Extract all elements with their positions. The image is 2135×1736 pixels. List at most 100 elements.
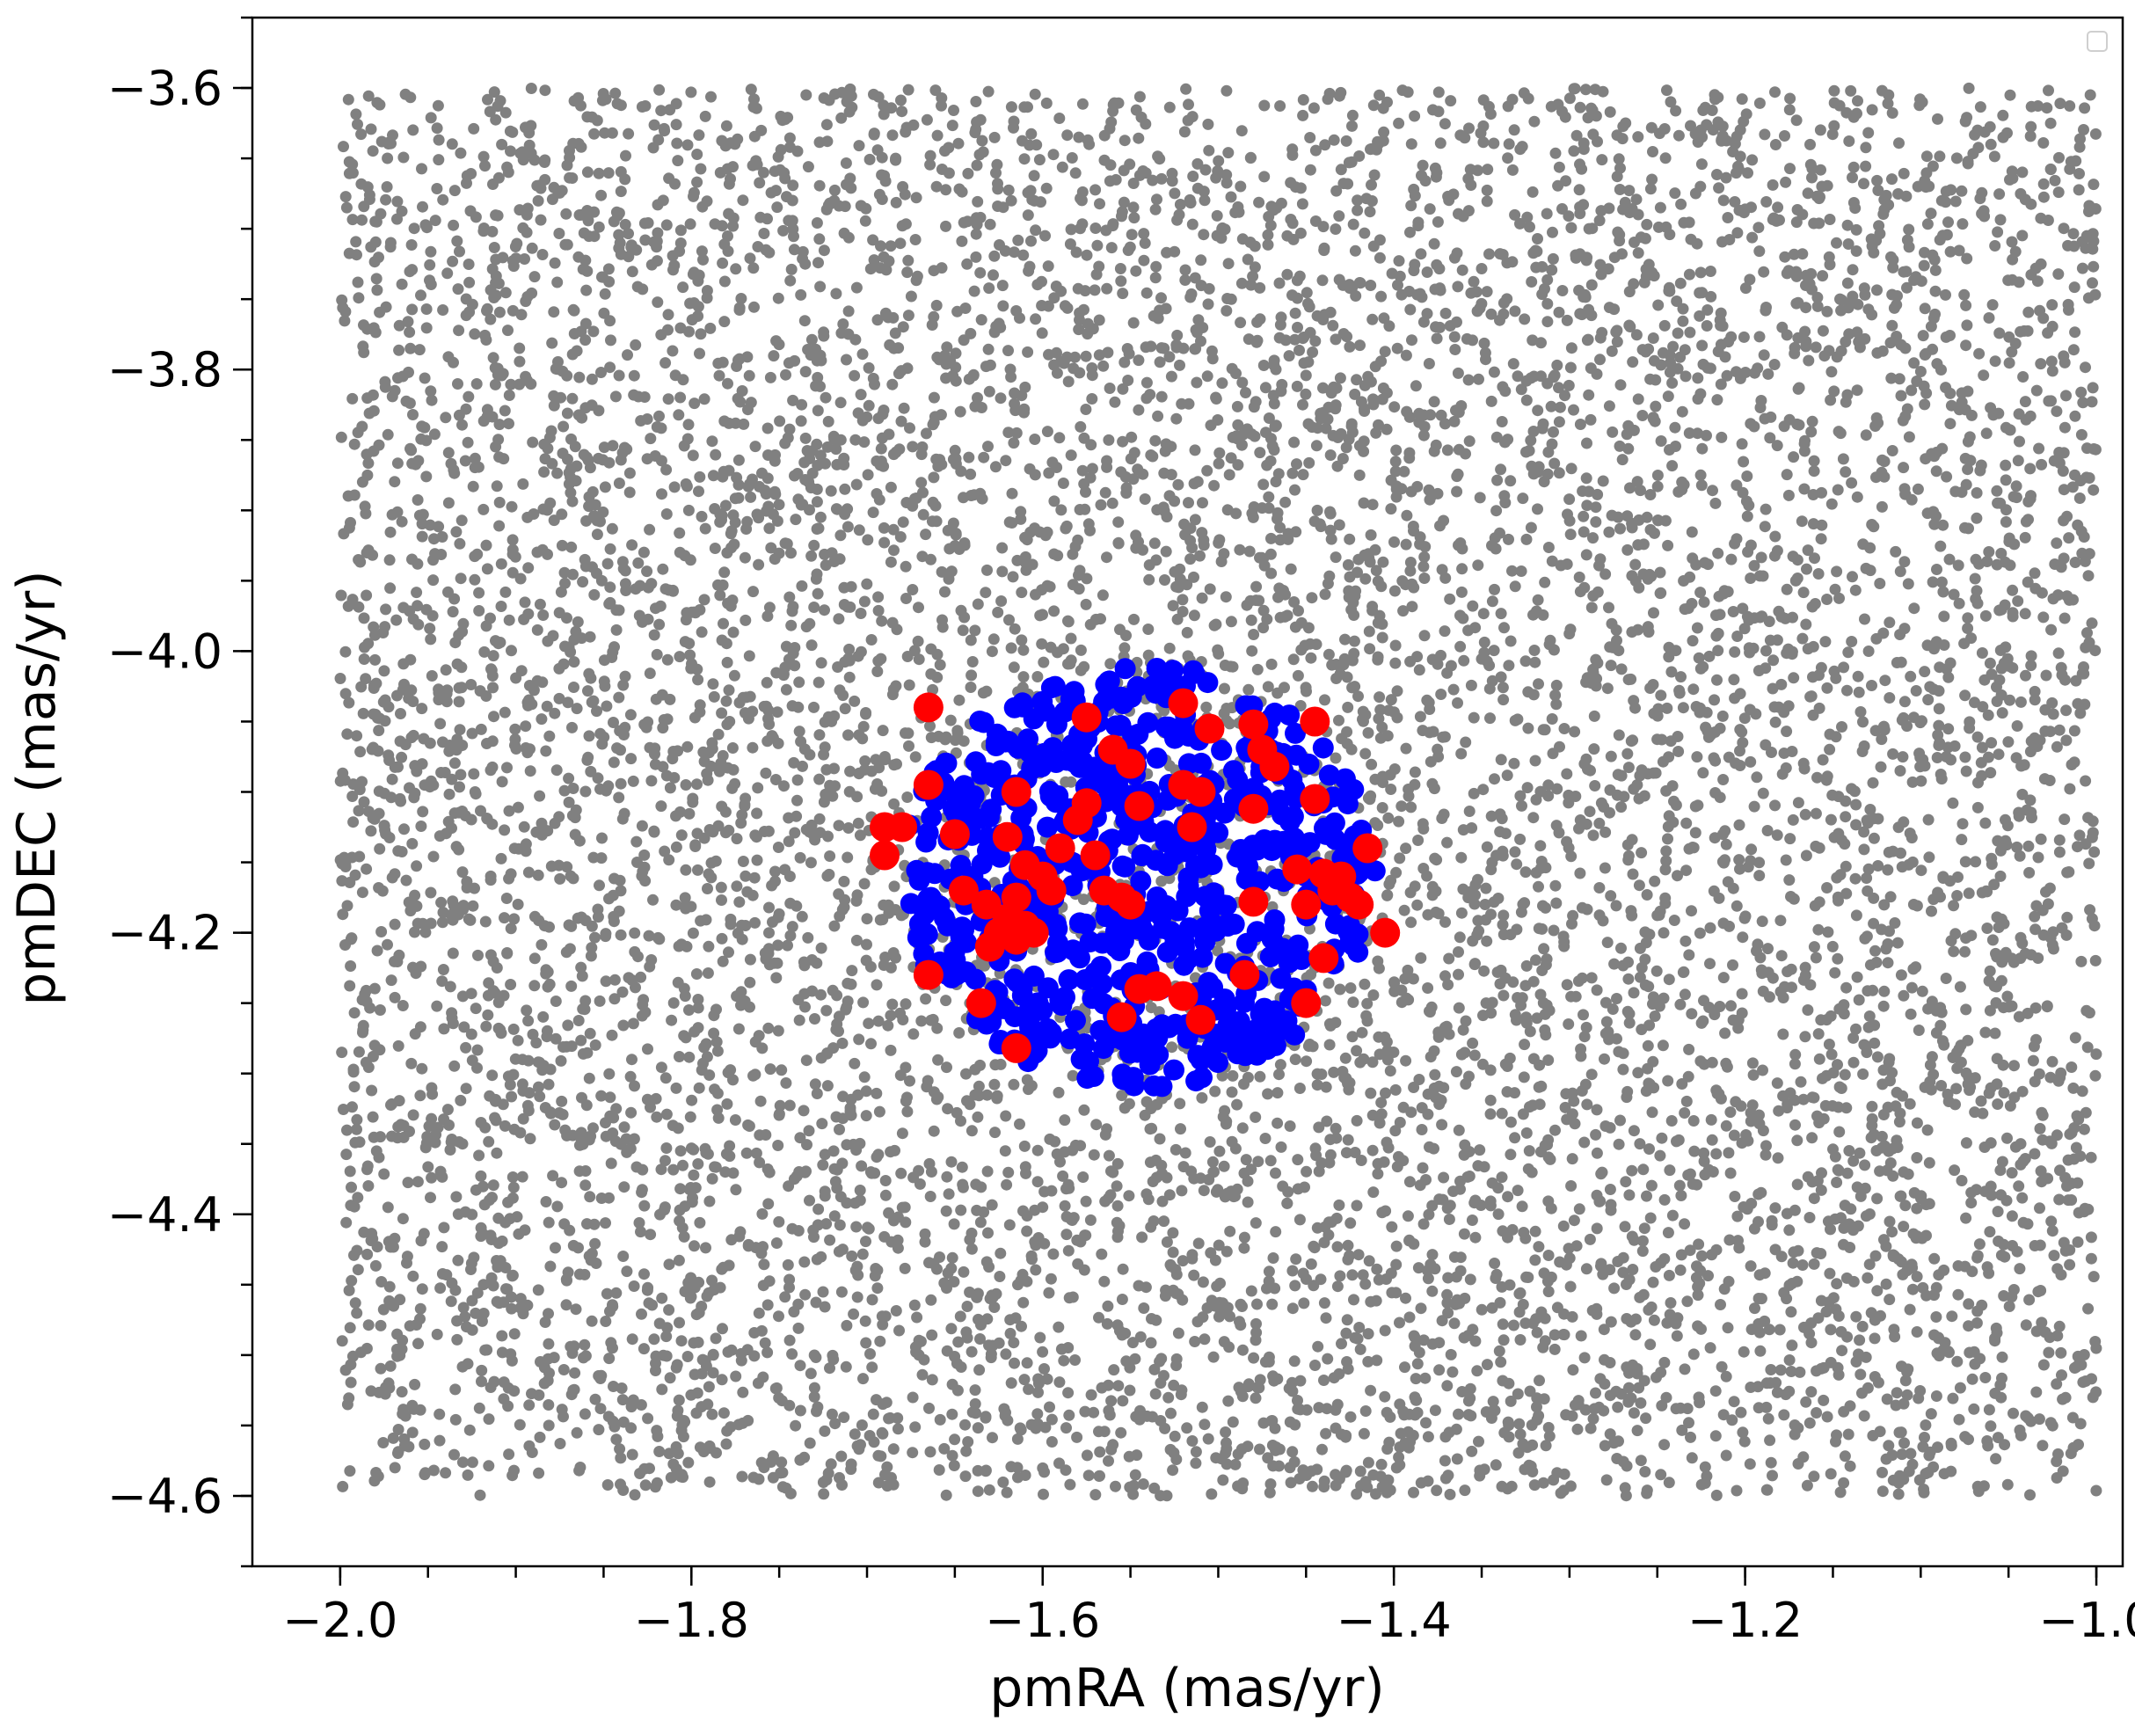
data-point-field (683, 1004, 695, 1016)
data-point-field (1251, 1298, 1263, 1310)
data-point-field (626, 1333, 638, 1346)
data-point-field (1455, 586, 1468, 598)
data-point-field (773, 1310, 784, 1323)
data-point-field (1390, 1240, 1403, 1252)
data-point-field (1297, 94, 1309, 106)
data-point-field (1752, 1293, 1765, 1304)
data-point-field (555, 1054, 567, 1067)
data-point-field (1159, 1290, 1171, 1302)
data-point-field (897, 516, 909, 529)
data-point-field (1599, 862, 1611, 874)
data-point-field (1563, 379, 1575, 391)
data-point-field (1186, 218, 1199, 230)
data-point-field (1736, 988, 1748, 1000)
data-point-field (349, 1297, 361, 1309)
data-point-field (1528, 115, 1541, 128)
data-point-field (1496, 1480, 1508, 1492)
data-point-field (1249, 261, 1261, 274)
data-point-field (1505, 1116, 1517, 1128)
data-point-field (990, 167, 1002, 179)
data-point-field (1738, 331, 1750, 343)
data-point-field (819, 1149, 831, 1161)
data-point-field (440, 1467, 452, 1479)
data-point-field (652, 931, 664, 944)
data-point-field (710, 449, 722, 461)
data-point-field (682, 419, 695, 431)
data-point-field (373, 439, 385, 451)
data-point-field (346, 1101, 358, 1113)
data-point-field (655, 800, 667, 813)
data-point-field (1911, 1202, 1923, 1214)
data-point-field (499, 287, 512, 299)
data-point-field (1372, 1157, 1384, 1170)
data-point-field (1304, 132, 1316, 143)
data-point-field (651, 648, 663, 660)
data-point-field (1111, 1200, 1124, 1212)
data-point-field (543, 1419, 555, 1432)
data-point-field (1745, 1260, 1757, 1273)
data-point-field (591, 705, 602, 718)
data-point-field (758, 228, 770, 239)
data-point-field (431, 183, 443, 194)
data-point-field (1728, 674, 1740, 686)
data-point-field (1012, 234, 1024, 246)
data-point-field (1403, 1234, 1416, 1246)
data-point-field (391, 956, 404, 967)
data-point-field (506, 566, 519, 579)
data-point-field (1963, 82, 1975, 94)
data-point-field (1670, 1403, 1682, 1415)
data-point-field (1783, 1354, 1796, 1366)
data-point-field (471, 1287, 484, 1299)
data-point-field (1448, 252, 1461, 264)
data-point-field (1744, 274, 1756, 286)
data-point-field (466, 1456, 478, 1469)
data-point-field (406, 303, 419, 316)
data-point-field (1760, 1149, 1772, 1161)
data-point-field (1065, 449, 1077, 462)
data-point-field (1353, 469, 1366, 481)
data-point-field (1386, 1287, 1398, 1299)
data-point-field (856, 1160, 868, 1172)
data-point-field (913, 602, 924, 614)
data-point-field (1399, 1361, 1410, 1374)
data-point-field (1585, 1069, 1598, 1081)
data-point-field (455, 769, 467, 781)
data-point-field (1613, 153, 1625, 165)
data-point-field (2052, 186, 2065, 199)
data-point-field (506, 1192, 519, 1204)
data-point-field (740, 870, 752, 882)
data-point-field (1446, 1366, 1459, 1378)
data-point-field (928, 471, 940, 484)
data-point-field (1567, 1364, 1579, 1376)
data-point-field (1752, 1188, 1765, 1200)
data-point-field (2030, 1386, 2043, 1398)
data-point-field (1006, 487, 1018, 500)
data-point-field (1893, 373, 1905, 385)
data-point-field (1136, 1231, 1148, 1244)
data-point-field (875, 653, 887, 665)
data-point-field (534, 790, 546, 802)
data-point-field (1024, 260, 1036, 273)
data-point-field (685, 1389, 697, 1401)
data-point-field (2012, 595, 2024, 607)
data-point-field (534, 1431, 546, 1443)
data-point-field (405, 1057, 418, 1069)
data-point-field (1512, 1388, 1524, 1400)
data-point-field (896, 1127, 908, 1140)
data-point-field (1511, 858, 1523, 871)
data-point-field (1300, 369, 1312, 382)
data-point-field (1769, 799, 1781, 812)
data-point-field (1564, 1280, 1577, 1293)
data-point-field (1002, 345, 1014, 357)
data-point-field (1041, 426, 1053, 438)
data-point-field (1451, 316, 1462, 328)
data-point-field (1496, 1171, 1508, 1184)
data-point-field (1037, 1346, 1049, 1358)
data-point-field (1565, 990, 1578, 1003)
data-point-field (1060, 1422, 1072, 1434)
data-point-field (940, 1489, 952, 1501)
data-point-field (340, 201, 353, 214)
data-point-field (814, 449, 827, 462)
data-point-field (490, 441, 502, 453)
data-point-field (660, 508, 673, 520)
